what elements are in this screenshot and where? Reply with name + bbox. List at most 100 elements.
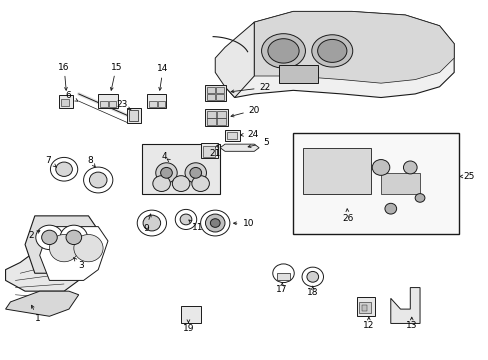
- Polygon shape: [25, 216, 98, 273]
- Polygon shape: [40, 226, 108, 280]
- Text: 9: 9: [143, 224, 148, 233]
- Bar: [207, 111, 216, 118]
- Bar: [109, 101, 116, 107]
- Ellipse shape: [172, 176, 189, 192]
- Bar: [98, 94, 118, 108]
- Text: 26: 26: [342, 214, 353, 223]
- Text: 20: 20: [248, 105, 260, 114]
- Text: 17: 17: [275, 285, 287, 294]
- Ellipse shape: [137, 210, 166, 236]
- Text: 5: 5: [263, 138, 269, 147]
- Ellipse shape: [50, 157, 78, 181]
- Bar: [356, 297, 374, 316]
- Text: 8: 8: [87, 156, 93, 165]
- Text: 24: 24: [247, 130, 258, 139]
- Bar: [226, 132, 236, 139]
- Polygon shape: [220, 144, 259, 151]
- Text: 1: 1: [35, 314, 41, 323]
- Bar: [303, 148, 370, 194]
- Bar: [158, 101, 164, 107]
- Text: 14: 14: [157, 64, 168, 73]
- Ellipse shape: [56, 162, 72, 176]
- Bar: [127, 108, 141, 123]
- Text: 15: 15: [110, 63, 122, 72]
- Bar: [293, 134, 458, 234]
- Ellipse shape: [371, 159, 389, 175]
- Text: 11: 11: [192, 223, 203, 232]
- Ellipse shape: [143, 215, 160, 231]
- Ellipse shape: [189, 167, 201, 178]
- Ellipse shape: [272, 264, 294, 283]
- Bar: [278, 65, 317, 83]
- Bar: [59, 95, 73, 108]
- Bar: [205, 85, 225, 101]
- Ellipse shape: [180, 214, 191, 225]
- Bar: [205, 109, 227, 126]
- Bar: [181, 306, 200, 323]
- Ellipse shape: [317, 40, 346, 62]
- Polygon shape: [220, 12, 453, 98]
- Text: 16: 16: [58, 63, 70, 72]
- Ellipse shape: [36, 225, 63, 249]
- Ellipse shape: [403, 161, 416, 174]
- Ellipse shape: [205, 214, 224, 232]
- Ellipse shape: [384, 203, 396, 214]
- Bar: [129, 110, 138, 121]
- Text: 25: 25: [462, 172, 473, 181]
- Ellipse shape: [191, 176, 209, 192]
- Text: 4: 4: [161, 152, 166, 161]
- Text: 19: 19: [183, 324, 194, 333]
- Ellipse shape: [60, 225, 87, 249]
- Ellipse shape: [184, 163, 206, 183]
- Text: 2: 2: [28, 231, 34, 240]
- Polygon shape: [390, 288, 419, 323]
- Ellipse shape: [261, 34, 305, 68]
- Bar: [202, 145, 215, 157]
- Ellipse shape: [210, 219, 220, 227]
- Text: 10: 10: [242, 219, 254, 228]
- Bar: [217, 118, 225, 125]
- Polygon shape: [5, 241, 83, 291]
- Ellipse shape: [160, 167, 172, 178]
- Text: 21: 21: [209, 149, 221, 158]
- Text: 13: 13: [405, 321, 417, 330]
- Ellipse shape: [89, 172, 107, 188]
- Bar: [358, 302, 370, 313]
- Text: 22: 22: [259, 83, 270, 92]
- Ellipse shape: [311, 35, 352, 67]
- Ellipse shape: [49, 234, 79, 262]
- Bar: [200, 143, 217, 158]
- Ellipse shape: [83, 167, 113, 193]
- Text: 18: 18: [306, 288, 318, 297]
- Text: 12: 12: [363, 321, 374, 330]
- Bar: [61, 99, 69, 107]
- Bar: [224, 130, 239, 140]
- Bar: [216, 87, 224, 93]
- Bar: [207, 94, 215, 100]
- Ellipse shape: [414, 194, 424, 202]
- Ellipse shape: [306, 271, 318, 282]
- Bar: [361, 305, 366, 311]
- Ellipse shape: [156, 163, 177, 183]
- Ellipse shape: [74, 234, 103, 262]
- Text: 7: 7: [45, 156, 51, 165]
- Ellipse shape: [200, 210, 229, 236]
- Polygon shape: [5, 291, 79, 316]
- Bar: [149, 101, 157, 107]
- Bar: [217, 111, 225, 118]
- Bar: [100, 101, 108, 107]
- Bar: [207, 87, 215, 93]
- Bar: [277, 273, 289, 280]
- Polygon shape: [254, 12, 453, 83]
- Ellipse shape: [175, 210, 196, 229]
- Ellipse shape: [302, 267, 323, 287]
- Bar: [207, 118, 216, 125]
- Bar: [142, 144, 220, 194]
- Bar: [380, 173, 419, 194]
- Bar: [147, 94, 166, 108]
- Ellipse shape: [153, 176, 170, 192]
- Bar: [216, 94, 224, 100]
- Ellipse shape: [66, 230, 81, 244]
- Ellipse shape: [41, 230, 57, 244]
- Text: 23: 23: [116, 100, 127, 109]
